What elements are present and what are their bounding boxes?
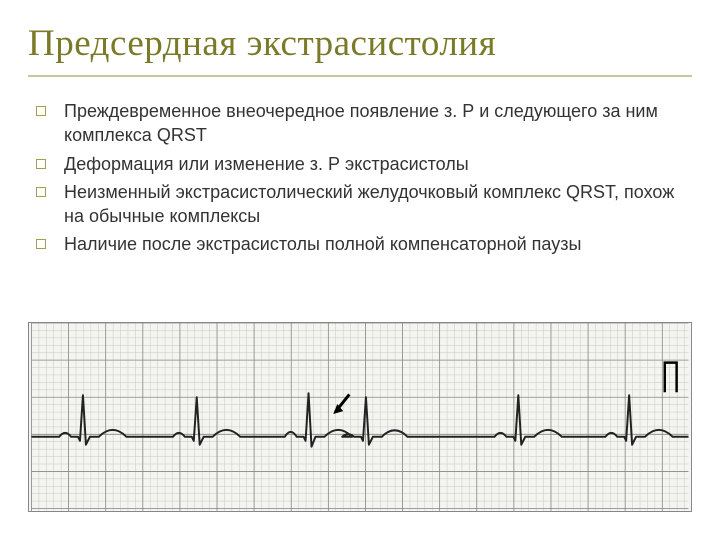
bullet-square-icon xyxy=(36,106,46,116)
bullet-text: Неизменный экстрасистолический желудочко… xyxy=(64,180,692,229)
bullet-text: Деформация или изменение з. Р экстрасист… xyxy=(64,152,469,176)
ecg-svg xyxy=(29,323,691,511)
bullet-square-icon xyxy=(36,159,46,169)
bullet-text: Преждевременное внеочередное появление з… xyxy=(64,99,692,148)
bullet-square-icon xyxy=(36,239,46,249)
bullet-list: Преждевременное внеочередное появление з… xyxy=(0,77,720,257)
list-item: Преждевременное внеочередное появление з… xyxy=(36,99,692,148)
bullet-square-icon xyxy=(36,187,46,197)
bullet-text: Наличие после экстрасистолы полной компе… xyxy=(64,232,581,256)
ecg-strip xyxy=(28,322,692,512)
list-item: Наличие после экстрасистолы полной компе… xyxy=(36,232,692,256)
page-title: Предсердная экстрасистолия xyxy=(28,22,692,65)
list-item: Неизменный экстрасистолический желудочко… xyxy=(36,180,692,229)
list-item: Деформация или изменение з. Р экстрасист… xyxy=(36,152,692,176)
